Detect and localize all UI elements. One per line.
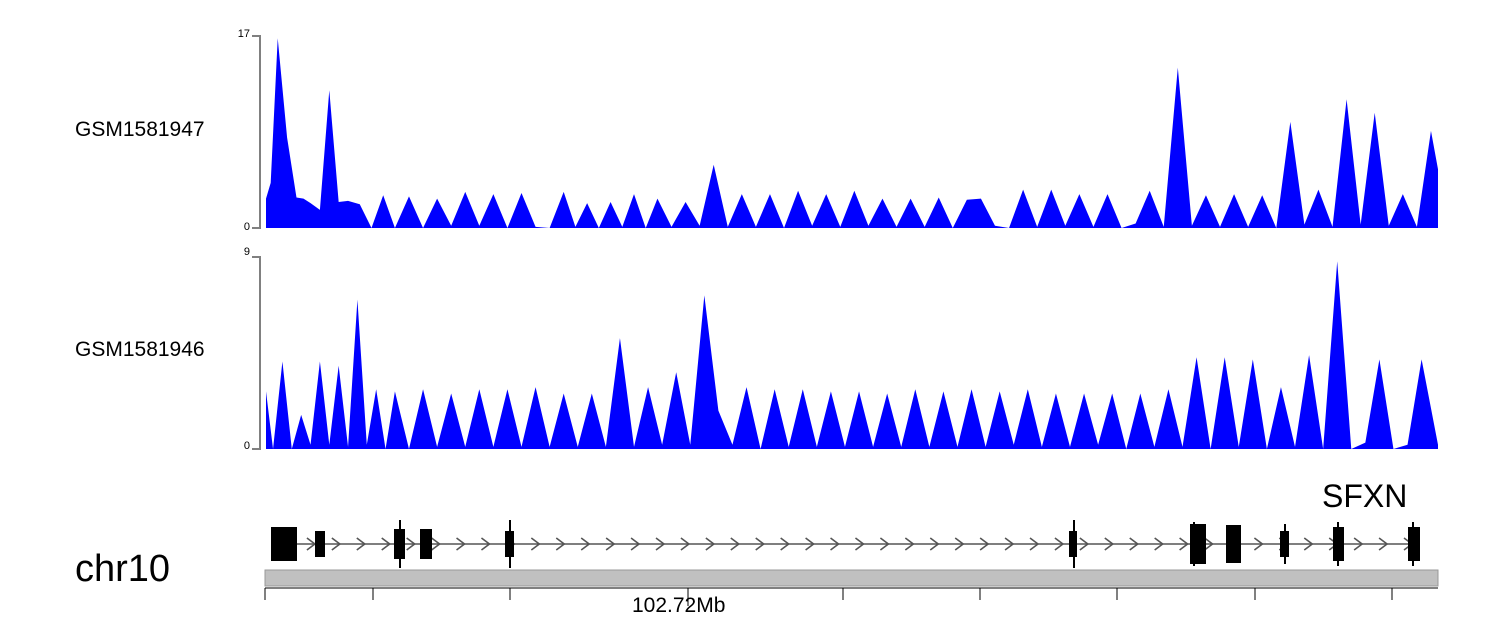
strand-arrow-icon: [605, 537, 616, 551]
exon-block[interactable]: [1069, 531, 1077, 557]
strand-arrow-icon: [1104, 537, 1115, 551]
strand-arrow-icon: [1179, 537, 1189, 551]
strand-arrow-icon: [1154, 537, 1165, 551]
y-axis-bracket-2: [252, 256, 261, 450]
exon-block[interactable]: [315, 531, 325, 557]
signal-track-2-plot: [252, 256, 1438, 450]
strand-arrow-icon: [480, 537, 491, 551]
exon-block[interactable]: [1226, 525, 1241, 563]
track-2-axis-min-label: 0: [243, 440, 250, 452]
exon-block[interactable]: [1333, 527, 1344, 561]
exon-block[interactable]: [1280, 531, 1289, 557]
chromosome-label: chr10: [75, 548, 171, 590]
strand-arrow-icon: [530, 537, 541, 551]
track-2-axis-max-label: 9: [243, 246, 250, 258]
strand-arrow-icon: [356, 537, 367, 551]
track-1-axis-max-label: 17: [237, 28, 250, 40]
track-label-gsm1581946: GSM1581946: [75, 338, 205, 361]
exon-block[interactable]: [505, 531, 514, 557]
strand-arrow-icon: [1079, 537, 1090, 551]
strand-arrow-icon: [1253, 537, 1264, 551]
y-axis-bracket-1: [252, 35, 261, 229]
strand-arrow-icon: [1303, 537, 1314, 551]
signal-area-2: [266, 261, 1438, 449]
strand-arrow-icon: [805, 537, 815, 551]
strand-arrow-icon: [555, 537, 566, 551]
ideogram-axis[interactable]: [0, 566, 1500, 606]
strand-arrow-icon: [580, 537, 591, 551]
signal-area-1: [266, 38, 1438, 229]
track-label-gsm1581947: GSM1581947: [75, 118, 205, 141]
strand-arrow-icon: [979, 537, 990, 551]
strand-arrow-icon: [1353, 537, 1364, 551]
strand-arrow-icon: [680, 537, 691, 551]
strand-arrow-icon: [331, 537, 342, 551]
strand-arrow-icon: [1129, 537, 1140, 551]
ideogram-bar[interactable]: [264, 569, 1439, 587]
strand-arrow-icon: [630, 537, 641, 551]
strand-arrow-icon: [1004, 537, 1015, 551]
strand-arrow-icon: [1054, 537, 1065, 551]
gene-label-sfxn: SFXN: [1322, 478, 1408, 514]
strand-arrow-icon: [1204, 537, 1214, 551]
exon-block[interactable]: [394, 529, 405, 559]
strand-arrow-icon: [655, 537, 666, 551]
signal-track-gsm1581947[interactable]: [0, 0, 1500, 240]
strand-arrow-icon: [456, 537, 466, 551]
exon-block[interactable]: [1408, 527, 1420, 561]
strand-arrow-icon: [854, 537, 865, 551]
strand-arrow-icon: [780, 537, 791, 551]
strand-arrow-icon: [306, 537, 317, 551]
strand-arrow-icon: [954, 537, 965, 551]
gene-model-plot: [271, 520, 1420, 568]
strand-arrow-icon: [431, 537, 441, 551]
strand-arrow-icon: [1378, 537, 1389, 551]
strand-arrow-icon: [406, 537, 417, 551]
strand-arrow-icon: [929, 537, 940, 551]
strand-arrow-icon: [1029, 537, 1040, 551]
strand-arrow-icon: [879, 537, 890, 551]
strand-arrow-icon: [381, 537, 392, 551]
exon-block[interactable]: [271, 527, 297, 561]
strand-arrow-icon: [755, 537, 766, 551]
track-1-axis-min-label: 0: [243, 221, 250, 233]
signal-track-1-plot: [252, 35, 1438, 229]
signal-track-gsm1581946[interactable]: [0, 240, 1500, 460]
coordinate-axis-plot: [264, 569, 1439, 606]
exon-block[interactable]: [420, 529, 432, 559]
exon-block[interactable]: [1190, 524, 1206, 564]
coordinate-tick-label: 102.72Mb: [632, 594, 726, 617]
strand-arrow-icon: [705, 537, 716, 551]
strand-arrow-icon: [730, 537, 741, 551]
gene-annotation-track[interactable]: [0, 500, 1500, 570]
strand-arrow-icon: [904, 537, 915, 551]
strand-arrow-icon: [830, 537, 840, 551]
